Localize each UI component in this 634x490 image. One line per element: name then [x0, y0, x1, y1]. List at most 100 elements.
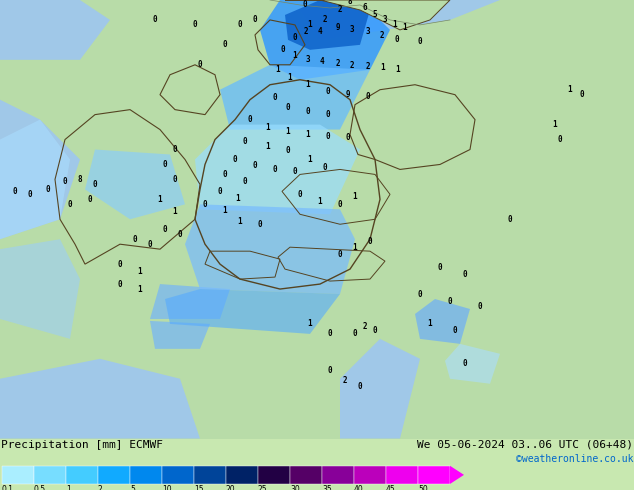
Text: 2: 2	[304, 27, 308, 36]
Text: 1: 1	[66, 486, 71, 490]
Text: 1: 1	[223, 206, 228, 215]
Text: 1: 1	[306, 130, 310, 139]
Text: 0: 0	[579, 90, 585, 99]
Text: 5: 5	[373, 10, 377, 20]
Text: 0: 0	[257, 220, 262, 229]
Text: 0: 0	[558, 135, 562, 144]
Polygon shape	[195, 124, 360, 214]
Text: 0: 0	[338, 200, 342, 209]
Text: 0: 0	[326, 132, 330, 141]
Text: 1: 1	[158, 195, 162, 204]
Polygon shape	[415, 299, 470, 344]
Text: 4: 4	[318, 27, 322, 36]
Text: 1: 1	[238, 217, 242, 226]
Bar	[162, 466, 194, 484]
Text: 0.5: 0.5	[34, 486, 46, 490]
Polygon shape	[0, 239, 80, 339]
Text: 0: 0	[323, 163, 327, 172]
Text: 1: 1	[286, 127, 290, 136]
Text: 0: 0	[453, 326, 457, 336]
Text: 0: 0	[448, 296, 452, 305]
Text: 2: 2	[98, 486, 103, 490]
Text: 0: 0	[133, 235, 138, 244]
Text: 0: 0	[203, 200, 207, 209]
Text: We 05-06-2024 03..06 UTC (06+48): We 05-06-2024 03..06 UTC (06+48)	[417, 440, 633, 449]
Text: 0: 0	[281, 46, 285, 54]
Text: 0: 0	[302, 0, 307, 9]
Text: 8: 8	[78, 175, 82, 184]
Polygon shape	[0, 99, 80, 239]
Text: 2: 2	[380, 31, 384, 40]
Text: 0: 0	[298, 190, 302, 199]
Text: 3: 3	[350, 25, 354, 34]
Text: 1: 1	[307, 21, 313, 29]
Text: 0: 0	[118, 280, 122, 289]
Text: 0: 0	[46, 185, 50, 194]
Polygon shape	[300, 0, 500, 40]
Text: 0: 0	[243, 177, 247, 186]
Polygon shape	[340, 339, 420, 439]
Text: 30: 30	[290, 486, 300, 490]
Polygon shape	[285, 0, 370, 50]
Text: 1: 1	[318, 197, 322, 206]
Text: 1: 1	[288, 73, 292, 82]
Text: 0: 0	[223, 40, 228, 49]
Text: 20: 20	[226, 486, 236, 490]
Polygon shape	[445, 344, 500, 384]
Text: 0: 0	[508, 215, 512, 224]
Text: 0: 0	[63, 177, 67, 186]
Polygon shape	[150, 321, 210, 349]
Text: 10: 10	[162, 486, 172, 490]
Text: 0: 0	[163, 225, 167, 234]
Text: 0: 0	[326, 87, 330, 96]
Text: 45: 45	[386, 486, 396, 490]
Text: 2: 2	[350, 61, 354, 70]
Text: 0: 0	[172, 145, 178, 154]
Text: 0: 0	[353, 329, 358, 339]
Text: 0: 0	[463, 359, 467, 368]
Text: 1: 1	[353, 192, 358, 201]
Text: 1: 1	[428, 319, 432, 328]
Text: 0: 0	[477, 302, 482, 312]
Text: 1: 1	[567, 85, 573, 94]
Bar	[418, 466, 450, 484]
Text: 8: 8	[347, 0, 353, 6]
Text: 0: 0	[148, 240, 152, 249]
Text: 0: 0	[418, 37, 422, 47]
Text: 2: 2	[335, 59, 340, 68]
Bar	[2, 466, 34, 484]
Polygon shape	[450, 466, 464, 484]
Text: 1: 1	[403, 24, 407, 32]
Text: 1: 1	[392, 21, 398, 29]
Text: 0: 0	[293, 33, 297, 42]
Text: 0: 0	[193, 21, 197, 29]
Text: 3: 3	[306, 55, 310, 64]
Text: 0: 0	[358, 382, 362, 391]
Text: 0: 0	[328, 366, 332, 375]
Text: 0: 0	[198, 60, 202, 69]
Text: 3: 3	[383, 15, 387, 24]
Bar	[34, 466, 66, 484]
Polygon shape	[220, 65, 370, 129]
Text: 1: 1	[293, 51, 297, 60]
Text: 1: 1	[266, 123, 270, 132]
Bar	[258, 466, 290, 484]
Bar	[130, 466, 162, 484]
Text: 1: 1	[236, 194, 240, 203]
Bar	[322, 466, 354, 484]
Text: 0: 0	[223, 170, 228, 179]
Text: 0: 0	[248, 115, 252, 124]
Text: 1: 1	[380, 63, 385, 73]
Text: 0: 0	[93, 180, 97, 189]
Text: 4: 4	[320, 57, 325, 66]
Text: Precipitation [mm] ECMWF: Precipitation [mm] ECMWF	[1, 440, 163, 449]
Text: 0: 0	[273, 165, 277, 174]
Text: 1: 1	[553, 120, 557, 129]
Text: 0: 0	[178, 230, 183, 239]
Text: 0: 0	[346, 133, 351, 142]
Bar	[226, 466, 258, 484]
Text: 0: 0	[253, 161, 257, 170]
Text: 1: 1	[306, 80, 310, 89]
Text: 35: 35	[322, 486, 332, 490]
Text: 1: 1	[307, 319, 313, 328]
